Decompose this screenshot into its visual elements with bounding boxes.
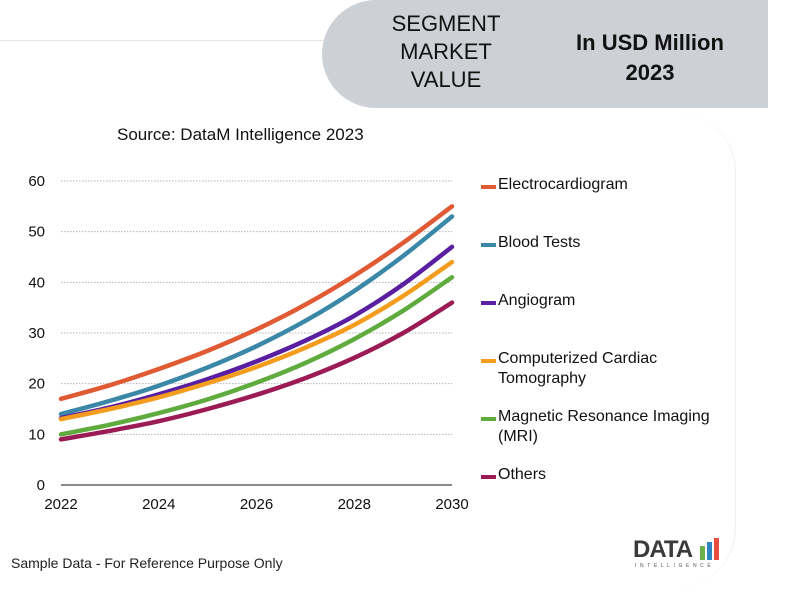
legend-swatch xyxy=(481,185,496,189)
segment-label-line: VALUE xyxy=(410,67,482,92)
unit-label-line: 2023 xyxy=(625,60,675,85)
legend-item: Electrocardiogram xyxy=(481,175,628,195)
legend-swatch xyxy=(481,301,496,305)
legend-label-line: Electrocardiogram xyxy=(498,176,628,193)
x-tick-label: 2030 xyxy=(435,496,468,513)
legend-label: Angiogram xyxy=(498,291,575,311)
y-tick-label: 30 xyxy=(28,325,45,342)
legend-swatch xyxy=(481,243,496,247)
legend-swatch xyxy=(481,475,496,479)
chart-title: Source: DataM Intelligence 2023 xyxy=(117,125,364,144)
legend-label-line: Blood Tests xyxy=(498,234,581,251)
series-line-others xyxy=(58,300,455,442)
legend-item: Blood Tests xyxy=(481,233,580,253)
legend-item: Others xyxy=(481,465,546,485)
logo-bar-blue xyxy=(707,542,712,560)
legend-label-line: Others xyxy=(498,466,547,483)
y-tick-label: 20 xyxy=(28,376,45,393)
logo-subtext: INTELLIGENCE xyxy=(635,563,715,569)
y-tick-label: 0 xyxy=(37,477,45,494)
segment-label-line: MARKET xyxy=(400,39,492,64)
y-tick-label: 50 xyxy=(28,224,45,241)
legend-swatch xyxy=(481,359,496,363)
series-lines xyxy=(58,204,455,442)
legend-label: Computerized Cardiac Tomography xyxy=(498,349,657,389)
y-tick-label: 10 xyxy=(28,426,45,443)
legend-label: Others xyxy=(498,465,546,485)
series-line-angiogram xyxy=(58,244,455,421)
x-tick-label: 2024 xyxy=(142,496,175,513)
series-line-electrocardiogram xyxy=(58,204,455,402)
unit-label: In USD Million 2023 xyxy=(558,28,742,88)
legend-label: Magnetic Resonance Imaging (MRI) xyxy=(498,407,710,447)
legend-label-line: Magnetic Resonance Imaging xyxy=(498,408,710,425)
segment-market-value-label: SEGMENT MARKET VALUE xyxy=(378,10,514,94)
series-line-magnetic-resonance-imaging-mri xyxy=(58,275,455,437)
legend-swatch xyxy=(481,417,496,421)
legend-label: Blood Tests xyxy=(498,233,580,253)
legend-label-line: (MRI) xyxy=(498,428,538,445)
card-outline xyxy=(560,112,736,588)
sample-data-disclaimer: Sample Data - For Reference Purpose Only xyxy=(11,555,283,571)
datam-intelligence-logo: DATA INTELLIGENCE xyxy=(633,528,723,572)
series-line-computerized-cardiac-tomography xyxy=(58,259,455,422)
top-divider xyxy=(0,40,330,41)
legend-item: Angiogram xyxy=(481,291,575,311)
x-axis-tick-labels: 2022 2024 2026 2028 2030 xyxy=(44,496,468,513)
y-tick-label: 60 xyxy=(28,173,45,190)
header-banner xyxy=(322,0,768,108)
x-tick-label: 2022 xyxy=(44,496,77,513)
legend-label: Electrocardiogram xyxy=(498,175,628,195)
segment-label-line: SEGMENT xyxy=(391,11,501,36)
y-axis-tick-labels: 0 10 20 30 40 50 60 xyxy=(28,173,45,494)
x-tick-label: 2026 xyxy=(240,496,273,513)
legend-item: Magnetic Resonance Imaging (MRI) xyxy=(481,407,710,447)
series-line-blood-tests xyxy=(58,214,455,417)
logo-bar-green xyxy=(700,546,705,560)
logo-bar-red xyxy=(714,538,719,560)
legend-label-line: Angiogram xyxy=(498,292,576,309)
legend-item: Computerized Cardiac Tomography xyxy=(481,349,657,389)
legend-label-line: Computerized Cardiac xyxy=(498,350,658,367)
unit-label-line: In USD Million xyxy=(576,30,724,55)
logo-text: DATA xyxy=(633,536,693,563)
legend-label-line: Tomography xyxy=(498,370,587,387)
y-tick-label: 40 xyxy=(28,274,45,291)
x-tick-label: 2028 xyxy=(338,496,371,513)
